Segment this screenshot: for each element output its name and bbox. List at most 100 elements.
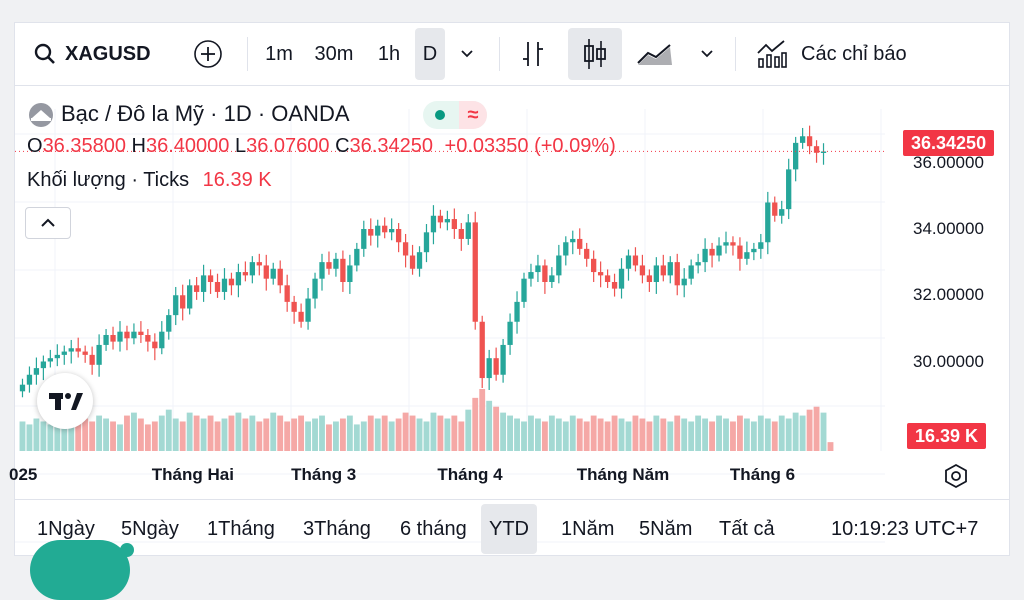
candle-body: [758, 242, 764, 249]
volume-bar: [339, 418, 346, 451]
candle-body: [214, 282, 221, 292]
volume-bar: [179, 421, 186, 451]
volume-bar: [632, 415, 639, 451]
volume-value: 16.39 K: [202, 169, 272, 191]
candle-body: [19, 384, 26, 392]
volume-bar: [486, 400, 493, 451]
interval-1m[interactable]: 1m: [265, 43, 293, 65]
candle-body: [54, 354, 60, 359]
volume-bar: [124, 415, 130, 451]
range-button[interactable]: 6 tháng: [400, 518, 467, 540]
indicators-icon[interactable]: [755, 37, 789, 71]
volume-bar: [144, 424, 151, 451]
volume-bar: [40, 421, 47, 451]
candle-body: [33, 368, 40, 375]
volume-bar: [653, 415, 660, 451]
range-button[interactable]: 1Ngày: [37, 518, 95, 540]
candle-body: [500, 344, 506, 375]
volume-bar: [110, 421, 116, 451]
candle-body: [145, 335, 151, 342]
interval-1h[interactable]: 1h: [377, 43, 401, 65]
candle-body: [493, 358, 499, 375]
volume-bar: [458, 421, 465, 451]
volume-bar: [514, 418, 520, 451]
volume-bar: [555, 418, 562, 451]
candles-icon[interactable]: [568, 28, 622, 80]
volume-bar: [507, 415, 513, 451]
market-status[interactable]: ≈: [423, 101, 487, 129]
range-button[interactable]: Tất cả: [719, 518, 775, 540]
candle-body: [604, 275, 611, 282]
candle-body: [291, 301, 297, 312]
candle-body: [744, 252, 750, 259]
candle-body: [681, 278, 687, 286]
volume-bar: [68, 424, 75, 451]
interval-30m[interactable]: 30m: [314, 43, 354, 65]
volume-bar: [33, 418, 40, 451]
indicators-button[interactable]: Các chỉ báo: [801, 43, 907, 65]
candle-body: [173, 295, 179, 316]
candle-body: [270, 268, 276, 279]
y-tick-label: 32.00000: [913, 285, 984, 305]
volume-bar: [799, 415, 806, 451]
candle-body: [591, 258, 597, 273]
decorative-dot: [120, 543, 134, 557]
volume-bar: [395, 418, 402, 451]
candle-body: [430, 215, 437, 233]
candle-body: [709, 248, 715, 256]
candle-body: [702, 248, 708, 263]
volume-bar: [402, 412, 409, 451]
settings-icon[interactable]: [943, 463, 969, 489]
bar-chart-icon[interactable]: [519, 37, 547, 71]
collapse-legend-button[interactable]: [25, 207, 71, 239]
volume-bar: [89, 421, 96, 451]
area-chart-icon[interactable]: [635, 37, 675, 71]
search-icon[interactable]: [31, 37, 59, 71]
volume-bar: [625, 421, 632, 451]
volume-bar: [26, 424, 33, 451]
chevron-down-icon[interactable]: [455, 37, 479, 71]
volume-bar: [82, 418, 89, 451]
volume-bar: [548, 415, 555, 451]
volume-bar: [214, 421, 221, 451]
volume-bar: [521, 421, 527, 451]
candle-body: [277, 268, 283, 286]
candle-body: [82, 351, 88, 355]
candle-body: [187, 285, 193, 309]
candle-body: [26, 374, 33, 385]
candle-body: [597, 272, 604, 276]
range-button[interactable]: 1Tháng: [207, 518, 275, 540]
tradingview-logo-icon[interactable]: [37, 373, 93, 429]
candle-body: [472, 222, 478, 322]
candle-body: [221, 278, 228, 292]
chevron-down-icon[interactable]: [695, 37, 719, 71]
candle-body: [166, 315, 172, 332]
range-button[interactable]: 1Năm: [561, 518, 615, 540]
volume-bar: [75, 412, 82, 451]
volume-bar: [778, 415, 785, 451]
candle-body: [326, 262, 332, 269]
volume-bar: [200, 418, 207, 451]
interval-d[interactable]: D: [415, 28, 445, 80]
range-button[interactable]: YTD: [481, 504, 537, 554]
x-tick-label: 025: [9, 465, 38, 484]
x-tick-label: Tháng Hai: [151, 465, 234, 484]
volume-bar: [228, 415, 235, 451]
clock-label[interactable]: 10:19:23 UTC+7: [831, 518, 979, 540]
symbol-label[interactable]: XAGUSD: [65, 43, 151, 65]
candle-body: [249, 262, 255, 276]
candle-body: [639, 265, 646, 276]
price-chart[interactable]: [15, 23, 1009, 555]
candle-body: [131, 331, 137, 339]
range-button[interactable]: 3Tháng: [303, 518, 371, 540]
candle-body: [395, 229, 402, 243]
volume-bar: [312, 418, 318, 451]
candle-body: [263, 265, 269, 279]
volume-label: Khối lượng · Ticks: [27, 169, 190, 191]
volume-bar: [465, 409, 472, 451]
range-button[interactable]: 5Năm: [639, 518, 693, 540]
range-button[interactable]: 5Ngày: [121, 518, 179, 540]
volume-bar: [569, 415, 576, 451]
candle-body: [333, 258, 339, 269]
add-symbol-icon[interactable]: [191, 37, 225, 71]
